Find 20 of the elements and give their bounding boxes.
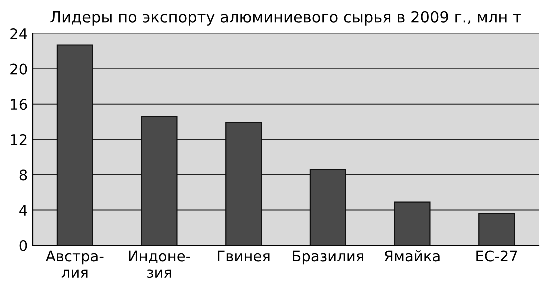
y-tick-label: 8	[20, 170, 28, 181]
bar	[478, 213, 516, 246]
bar	[226, 122, 262, 246]
bar	[56, 44, 94, 246]
bar	[141, 116, 178, 246]
x-tick-label: Бразилия	[293, 250, 364, 265]
y-tick-label: 20	[10, 64, 28, 75]
y-tick-label: 4	[20, 205, 28, 216]
chart-title: Лидеры по экспорту алюминиевого сырья в 2009 г., млн т	[50, 11, 522, 26]
bar	[394, 202, 431, 246]
y-tick-label: 0	[20, 240, 28, 252]
y-tick-label: 16	[11, 99, 28, 110]
y-tick-label: 24	[10, 28, 28, 40]
y-tick-label: 12	[11, 134, 27, 146]
bar	[310, 169, 346, 246]
x-tick-label: ЕС-27	[476, 250, 518, 262]
x-tick-label: Гвинея	[218, 250, 270, 262]
x-tick-label: Индоне- зия	[129, 250, 190, 278]
x-tick-label: Австра- лия	[46, 250, 104, 278]
x-tick-label: Ямайка	[384, 250, 440, 262]
